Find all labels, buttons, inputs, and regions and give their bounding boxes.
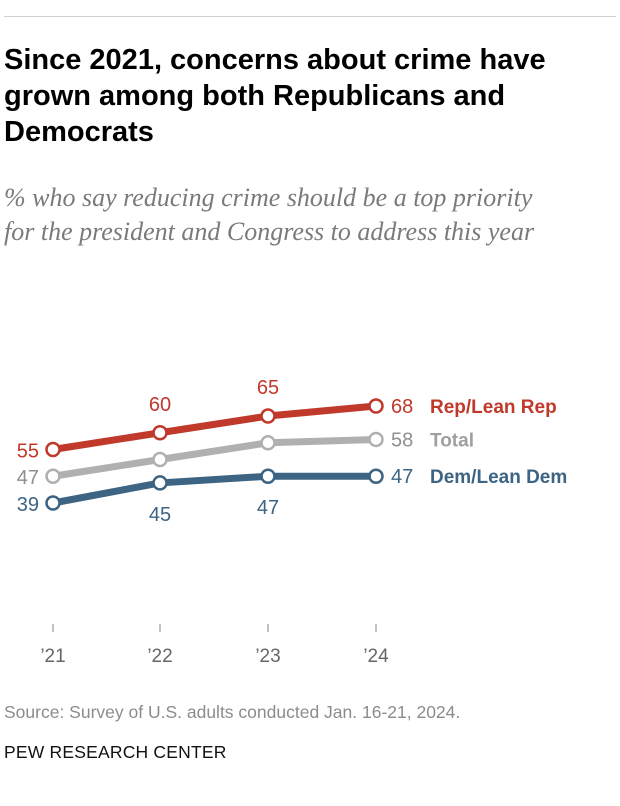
- chart-title: Since 2021, concerns about crime have gr…: [4, 44, 546, 148]
- x-tick-label: ’22: [147, 646, 172, 667]
- x-tick-label: ’24: [363, 646, 389, 667]
- data-point-rep-lean-rep-0: [45, 441, 61, 458]
- x-tick-label: ’23: [255, 646, 280, 667]
- data-point-total-3: [368, 431, 384, 448]
- series-line-dem-lean-dem: [49, 472, 380, 507]
- data-label-rep-lean-rep-0: 55: [17, 440, 39, 462]
- data-label-rep-lean-rep-3: 68: [391, 396, 413, 418]
- data-point-total-1: [152, 451, 168, 468]
- series-label-dem-lean-dem: Dem/Lean Dem: [430, 467, 567, 488]
- data-point-dem-lean-dem-2: [260, 468, 276, 484]
- series-line-total: [49, 435, 380, 480]
- data-point-rep-lean-rep-2: [260, 408, 276, 424]
- data-label-total-3: 58: [391, 429, 413, 451]
- data-label-rep-lean-rep-1: 60: [149, 394, 171, 416]
- data-point-total-2: [260, 435, 276, 451]
- data-point-dem-lean-dem-0: [45, 495, 61, 511]
- data-label-dem-lean-dem-1: 45: [149, 504, 171, 526]
- data-label-rep-lean-rep-2: 65: [257, 377, 279, 399]
- data-point-dem-lean-dem-1: [152, 475, 168, 491]
- source-note: Source: Survey of U.S. adults conducted …: [4, 702, 461, 722]
- data-label-total-0: 47: [17, 467, 39, 489]
- data-point-total-0: [45, 468, 61, 484]
- data-label-dem-lean-dem-2: 47: [257, 497, 279, 519]
- data-point-dem-lean-dem-3: [368, 468, 384, 484]
- chart-subtitle: % who say reducing crime should be a top…: [4, 183, 535, 246]
- line-chart: ’21 ’22 ’23 ’24 47 58 Total 39 45 47 47 Dem/Lean De…: [17, 377, 568, 667]
- organization-name: PEW RESEARCH CENTER: [4, 742, 227, 762]
- x-tick-label: ’21: [40, 646, 65, 667]
- top-rule: [4, 16, 616, 17]
- series-line-rep-lean-rep: [49, 402, 380, 453]
- series-label-total: Total: [430, 430, 474, 451]
- data-label-dem-lean-dem-0: 39: [17, 494, 39, 516]
- series-label-rep-lean-rep: Rep/Lean Rep: [430, 397, 557, 418]
- data-point-rep-lean-rep-1: [152, 425, 168, 441]
- data-point-rep-lean-rep-3: [368, 398, 384, 414]
- data-label-dem-lean-dem-3: 47: [391, 466, 413, 488]
